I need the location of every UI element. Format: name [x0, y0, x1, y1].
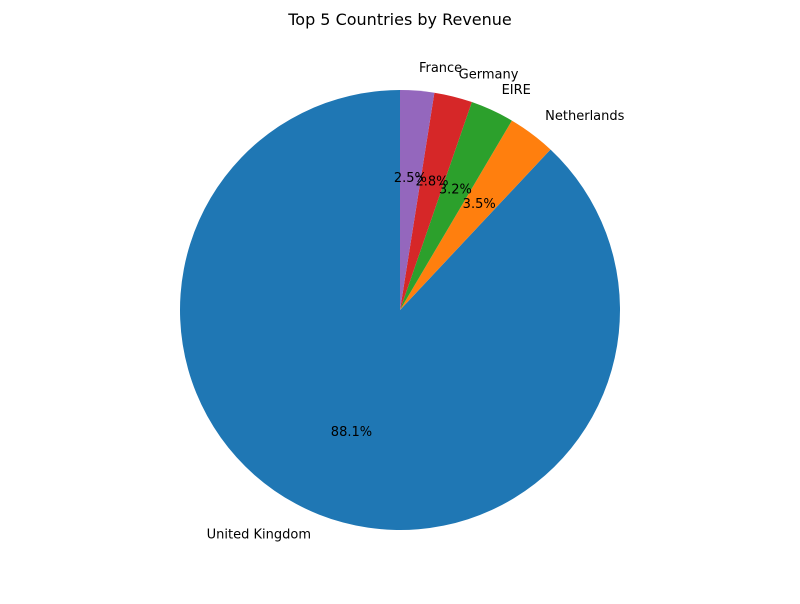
pie-slice-netherlands	[400, 120, 551, 311]
slice-label-germany: Germany	[459, 68, 519, 83]
pie-slice-eire	[400, 102, 512, 310]
pie-slices	[179, 90, 621, 530]
slice-label-netherlands: Netherlands	[545, 109, 624, 124]
slice-percent-eire: 3.2%	[439, 183, 472, 198]
slice-percent-netherlands: 3.5%	[463, 197, 496, 212]
pie-labels: United Kingdom 88.1% Netherlands 3.5% EIRE 3.…	[207, 61, 625, 542]
pie-slice-france	[400, 90, 435, 310]
slice-label-eire: EIRE	[502, 83, 531, 98]
slice-percent-united-kingdom: 88.1%	[331, 425, 372, 440]
chart-title: Top 5 Countries by Revenue	[287, 10, 512, 29]
pie-slice-germany	[400, 92, 472, 310]
slice-label-united-kingdom: United Kingdom	[207, 528, 311, 543]
slice-percent-germany: 2.8%	[415, 174, 448, 189]
slice-label-france: France	[419, 61, 462, 76]
slice-percent-france: 2.5%	[394, 171, 427, 186]
